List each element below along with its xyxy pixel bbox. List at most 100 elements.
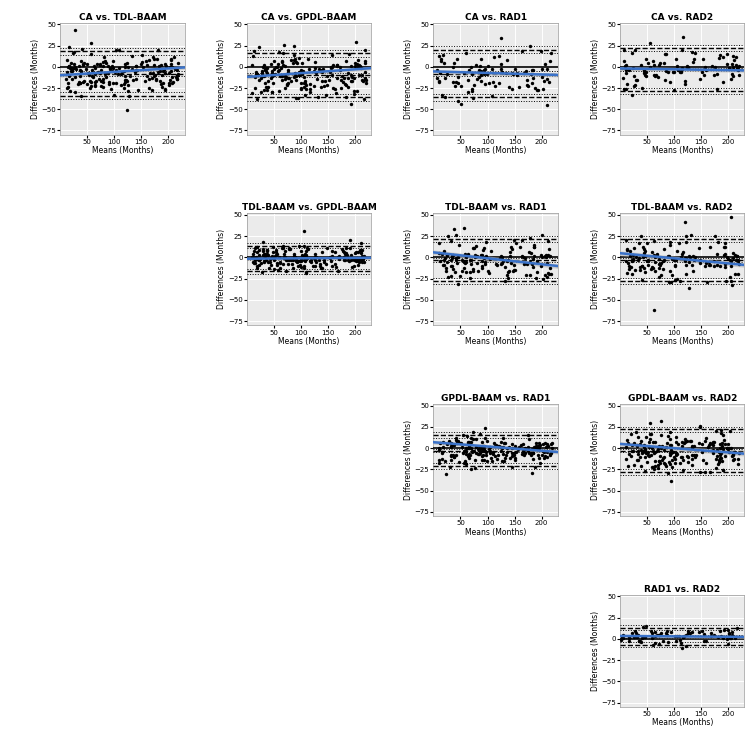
Point bbox=[641, 57, 653, 69]
Point bbox=[320, 89, 332, 101]
Point bbox=[623, 448, 635, 460]
Point bbox=[620, 234, 632, 246]
Point bbox=[480, 236, 492, 248]
Point bbox=[626, 627, 638, 639]
Point bbox=[638, 631, 650, 643]
Point bbox=[445, 270, 457, 282]
Point bbox=[478, 68, 490, 80]
Point bbox=[667, 65, 679, 77]
Point bbox=[719, 260, 731, 272]
Point bbox=[463, 447, 475, 459]
Point bbox=[437, 435, 449, 447]
Point bbox=[458, 262, 470, 274]
Point bbox=[658, 451, 670, 463]
Point bbox=[693, 438, 705, 450]
Point bbox=[452, 251, 464, 263]
Point bbox=[472, 265, 484, 277]
Point bbox=[727, 50, 739, 62]
Point bbox=[248, 257, 260, 269]
Point bbox=[706, 60, 718, 72]
Point bbox=[678, 436, 690, 448]
Point bbox=[438, 57, 450, 69]
Point bbox=[157, 77, 169, 89]
Point bbox=[433, 75, 445, 87]
Point bbox=[73, 76, 85, 88]
Point bbox=[628, 459, 640, 471]
Point bbox=[686, 449, 698, 461]
Point bbox=[665, 475, 677, 487]
Point bbox=[469, 240, 481, 252]
Point bbox=[720, 275, 732, 287]
Point bbox=[631, 454, 643, 466]
Point bbox=[622, 437, 634, 449]
Point bbox=[254, 253, 266, 265]
Point bbox=[300, 249, 312, 261]
Title: TDL-BAAM vs. RAD2: TDL-BAAM vs. RAD2 bbox=[632, 204, 733, 213]
Point bbox=[723, 425, 735, 437]
Point bbox=[255, 257, 267, 269]
Point bbox=[665, 277, 677, 289]
Point bbox=[247, 50, 259, 62]
Point bbox=[259, 250, 271, 262]
Point bbox=[715, 453, 727, 465]
Point bbox=[268, 69, 280, 81]
Point bbox=[445, 453, 457, 465]
Point bbox=[650, 629, 663, 641]
Point bbox=[338, 72, 350, 84]
Point bbox=[299, 89, 311, 101]
Point bbox=[478, 244, 490, 256]
Point bbox=[114, 68, 126, 80]
Point bbox=[66, 64, 78, 76]
Point bbox=[639, 266, 651, 278]
Point bbox=[529, 461, 541, 473]
Point bbox=[727, 453, 739, 465]
Point bbox=[720, 251, 732, 263]
Point bbox=[467, 242, 479, 254]
Point bbox=[536, 251, 548, 263]
Point bbox=[283, 242, 295, 254]
Point bbox=[531, 442, 543, 454]
Point bbox=[527, 64, 539, 76]
Point bbox=[278, 248, 290, 260]
Point bbox=[281, 77, 293, 89]
Point bbox=[295, 255, 307, 267]
Point bbox=[258, 84, 270, 96]
Point bbox=[276, 242, 288, 254]
Point bbox=[686, 453, 698, 465]
Point bbox=[662, 66, 674, 78]
Point bbox=[266, 70, 278, 82]
Point bbox=[675, 451, 687, 463]
Point bbox=[300, 244, 312, 256]
Point bbox=[456, 441, 468, 453]
Point bbox=[80, 77, 92, 89]
Point bbox=[647, 444, 660, 456]
Point bbox=[637, 621, 649, 633]
Point bbox=[502, 265, 514, 277]
Point bbox=[271, 259, 283, 271]
Point bbox=[469, 249, 481, 261]
Point bbox=[670, 431, 682, 443]
Y-axis label: Differences (Months): Differences (Months) bbox=[591, 611, 600, 691]
Point bbox=[499, 261, 511, 273]
Point bbox=[359, 44, 371, 56]
Point bbox=[532, 440, 544, 452]
Point bbox=[153, 66, 165, 78]
Point bbox=[290, 253, 302, 265]
Point bbox=[444, 461, 456, 473]
Point bbox=[499, 437, 511, 449]
Point bbox=[162, 79, 174, 91]
Point bbox=[722, 438, 734, 450]
Point bbox=[669, 259, 681, 271]
Point bbox=[688, 53, 700, 65]
Point bbox=[266, 250, 278, 262]
Point bbox=[111, 68, 123, 80]
Point bbox=[355, 238, 367, 250]
Point bbox=[636, 632, 648, 644]
Point bbox=[65, 65, 77, 77]
Point bbox=[465, 436, 478, 448]
Point bbox=[648, 463, 660, 475]
Point bbox=[506, 462, 518, 474]
Point bbox=[714, 447, 726, 459]
Point bbox=[653, 629, 665, 641]
Point bbox=[530, 438, 542, 450]
